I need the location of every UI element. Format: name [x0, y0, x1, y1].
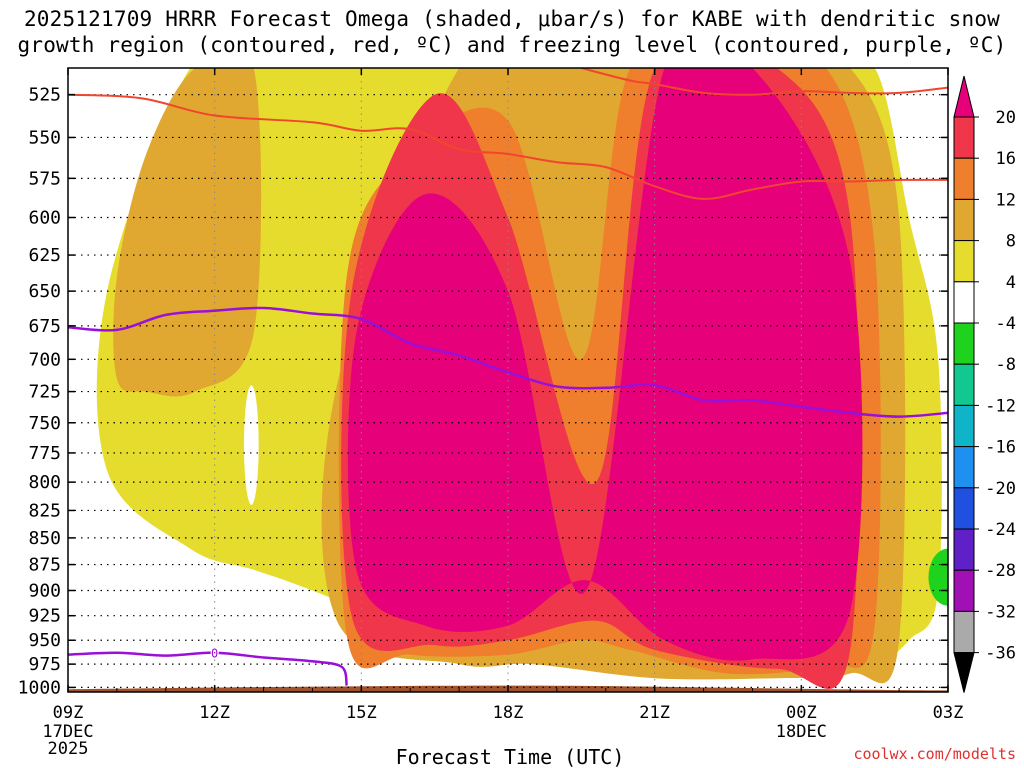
colorbar-box-11	[953, 528, 975, 571]
y-tick-label-525: 525	[28, 85, 61, 106]
contour-lines: 0	[68, 68, 948, 686]
colorbar-label-5: -4	[996, 314, 1016, 334]
colorbar-label-2: 12	[996, 190, 1016, 210]
y-tick-label-600: 600	[28, 208, 61, 229]
y-tick-label-650: 650	[28, 281, 61, 302]
y-tick-label-800: 800	[28, 472, 61, 493]
colorbar-box-12	[953, 569, 975, 612]
colorbar-label-13: -36	[985, 644, 1016, 664]
colorbar-label-1: 16	[996, 149, 1016, 169]
colorbar-box-9	[953, 446, 975, 489]
colorbar-label-10: -24	[985, 520, 1016, 540]
chart-title-line-2: growth region (contoured, red, ºC) and f…	[17, 33, 1007, 57]
colorbar-box-2	[953, 157, 975, 200]
y-tick-label-550: 550	[28, 127, 61, 148]
y-tick-label-775: 775	[28, 443, 61, 464]
colorbar-label-7: -12	[985, 396, 1016, 416]
colorbar-top-triangle	[953, 75, 975, 118]
freezing-level-low-line	[68, 651, 348, 686]
omega-shading	[68, 68, 948, 692]
y-tick-label-900: 900	[28, 580, 61, 601]
colorbar-box-4	[953, 240, 975, 283]
x-tick-label-09Z: 09Z	[53, 703, 84, 723]
colorbar-label-6: -8	[996, 355, 1016, 375]
y-tick-label-750: 750	[28, 413, 61, 434]
colorbar-box-5	[953, 281, 975, 324]
credit-text: coolwx.com/modelts	[853, 745, 1016, 763]
x-date-label-09Z-0: 17DEC	[42, 722, 93, 742]
y-tick-label-950: 950	[28, 630, 61, 651]
freezing-label-bg	[210, 645, 219, 659]
colorbar-box-10	[953, 487, 975, 530]
y-tick-label-675: 675	[28, 316, 61, 337]
omega-white-gap	[244, 385, 259, 505]
y-tick-label-575: 575	[28, 168, 61, 189]
y-tick-label-1000: 1000	[18, 677, 61, 698]
colorbar-label-3: 8	[1006, 232, 1016, 252]
colorbar-box-13	[953, 610, 975, 654]
negative-omega-patch	[928, 548, 948, 606]
y-tick-label-925: 925	[28, 606, 61, 627]
dgz-contour-1	[581, 68, 948, 96]
colorbar-box-7	[953, 363, 975, 406]
x-date-label-09Z-1: 2025	[48, 739, 89, 759]
x-tick-label-00Z: 00Z	[786, 703, 817, 723]
x-tick-label-12Z: 12Z	[199, 703, 230, 723]
colorbar-box-6	[953, 322, 975, 365]
chart-title: 2025121709 HRRR Forecast Omega (shaded, …	[0, 6, 1024, 58]
y-tick-label-875: 875	[28, 555, 61, 576]
chart-title-line-1: 2025121709 HRRR Forecast Omega (shaded, …	[23, 7, 1001, 31]
colorbar-box-3	[953, 198, 975, 242]
colorbar-label-9: -20	[985, 479, 1016, 499]
y-tick-label-850: 850	[28, 528, 61, 549]
dgz-contour-0	[68, 93, 948, 200]
y-tick-label-700: 700	[28, 349, 61, 370]
x-tick-label-03Z: 03Z	[933, 703, 964, 723]
colorbar-box-1	[953, 116, 975, 159]
x-tick-label-18Z: 18Z	[493, 703, 524, 723]
colorbar-label-0: 20	[996, 108, 1016, 128]
freezing-level-line	[68, 306, 948, 418]
colorbar: 20 16 12 8 4 -4 -8 -12 -16 -20 -24 -28 -32 -36	[953, 75, 1016, 693]
axes: 525 550 575 600 625 650 675 700 725 750 775 800 825 8…	[18, 67, 964, 759]
y-tick-label-975: 975	[28, 654, 61, 675]
colorbar-label-8: -16	[985, 438, 1016, 458]
y-tick-label-625: 625	[28, 245, 61, 266]
colorbar-box-8	[953, 404, 975, 448]
x-tick-label-15Z: 15Z	[346, 703, 377, 723]
colorbar-label-11: -28	[985, 561, 1016, 581]
y-tick-label-825: 825	[28, 500, 61, 521]
y-tick-label-725: 725	[28, 382, 61, 403]
omega-region-5	[347, 68, 863, 661]
x-date-label-00Z-0: 18DEC	[776, 722, 827, 742]
x-tick-label-21Z: 21Z	[639, 703, 670, 723]
colorbar-label-12: -32	[985, 602, 1016, 622]
grid-lines	[68, 68, 948, 692]
freezing-level-label: 0	[211, 647, 218, 661]
x-axis-title: Forecast Time (UTC)	[396, 745, 625, 768]
colorbar-label-4: 4	[1006, 273, 1016, 293]
colorbar-bottom-triangle	[953, 652, 975, 693]
omega-region-1	[113, 68, 262, 397]
